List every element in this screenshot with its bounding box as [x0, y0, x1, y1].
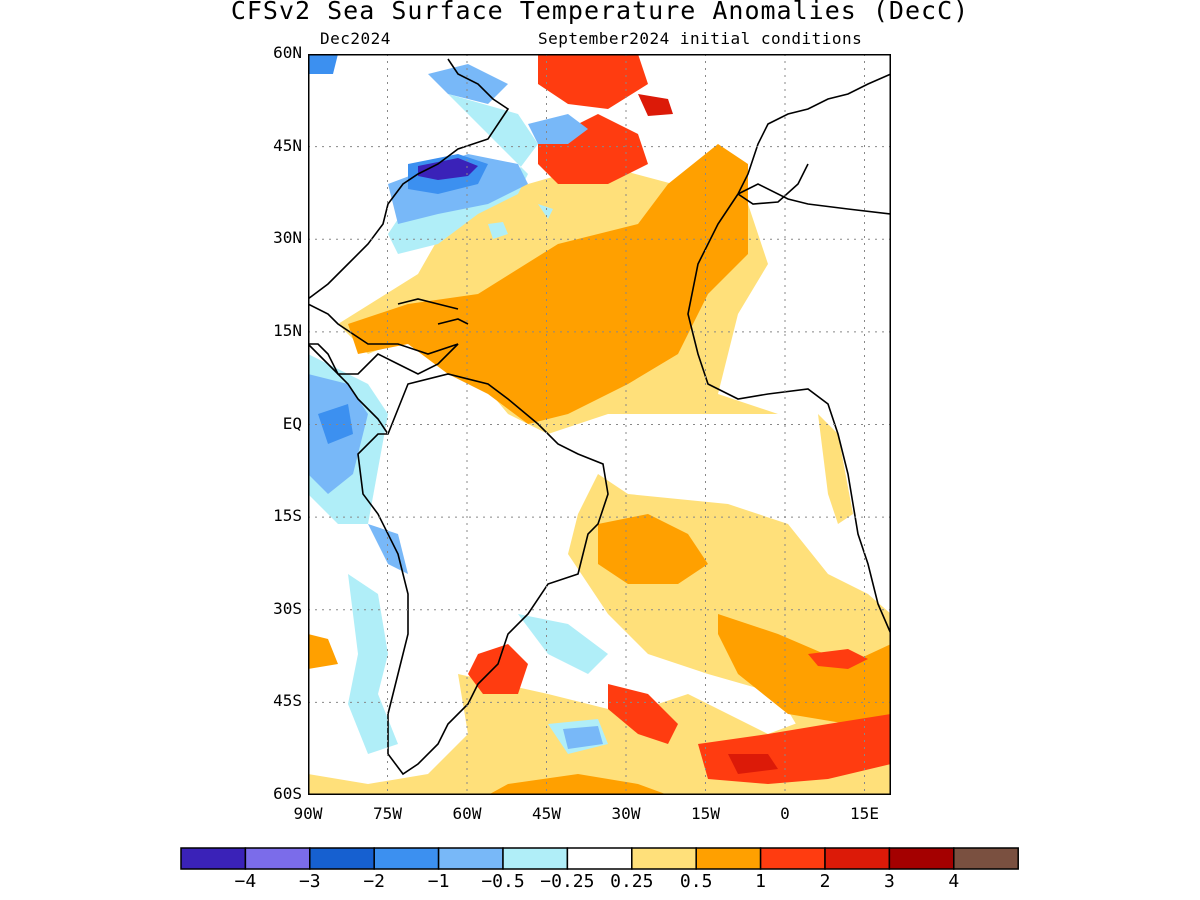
color-scale-label: 3 — [883, 871, 895, 892]
color-scale-label: −1 — [427, 871, 450, 892]
gulf-of-mexico-coast — [308, 303, 459, 375]
color-scale-label: 1 — [755, 871, 767, 892]
forecast-month: Dec2024 — [320, 29, 391, 48]
color-scale-swatch — [759, 847, 826, 870]
south-america-coast — [357, 373, 609, 776]
chart-title: CFSv2 Sea Surface Temperature Anomalies … — [230, 0, 970, 25]
lat-tick-label: 60N — [273, 43, 302, 62]
lat-tick-label: 15S — [273, 506, 302, 526]
color-scale-label: 2 — [819, 871, 831, 892]
map-frame — [308, 54, 891, 795]
lat-tick-label: 45S — [273, 691, 302, 711]
lon-tick-label: 45W — [532, 804, 561, 823]
lat-tick-label: EQ — [282, 413, 302, 433]
sst-anomaly-map — [308, 54, 891, 795]
lon-tick-label: 15W — [691, 804, 720, 823]
color-scale-swatch — [373, 847, 440, 870]
color-scale-label: −2 — [363, 871, 386, 892]
color-scale-label: 4 — [948, 871, 960, 892]
color-scale-label: −4 — [234, 871, 257, 892]
color-scale-swatch — [244, 847, 311, 870]
color-scale-label: −0.5 — [481, 871, 525, 892]
color-scale-label: −3 — [298, 871, 321, 892]
color-scale-swatch — [180, 847, 247, 870]
europe-coast — [737, 73, 891, 195]
lat-tick-label: 30S — [273, 598, 302, 618]
color-scale-swatch — [437, 847, 504, 870]
map-gridlines — [308, 54, 891, 795]
caribbean-islands — [397, 298, 469, 325]
anomaly-fill-cool-deep — [418, 158, 478, 180]
color-scale-label: 0.5 — [679, 871, 713, 892]
color-scale-swatch — [309, 847, 375, 870]
central-america-coast — [308, 343, 389, 435]
anomaly-fill-warm-dark — [638, 94, 778, 774]
color-scale-swatch — [566, 847, 633, 870]
color-scale-swatch — [888, 847, 955, 870]
color-scale-swatch — [502, 847, 569, 870]
color-scale-bar — [180, 847, 1019, 870]
color-scale-swatch — [695, 847, 762, 870]
africa-coast — [687, 183, 891, 635]
lat-tick-label: 60S — [273, 784, 302, 803]
color-scale-swatch — [953, 847, 1019, 870]
continent-outlines — [308, 58, 891, 776]
color-scale-swatch — [824, 847, 891, 870]
lon-tick-label: 30W — [611, 804, 641, 823]
iberia-coast — [737, 163, 809, 205]
lon-tick-label: 0 — [780, 804, 790, 823]
lon-tick-label: 60W — [452, 804, 482, 823]
initial-conditions: September2024 initial conditions — [538, 29, 863, 48]
lat-tick-label: 45N — [273, 135, 302, 155]
lon-tick-label: 15E — [850, 804, 879, 823]
color-scale-label: 0.25 — [610, 871, 654, 892]
color-scale-swatch — [631, 847, 697, 870]
north-america-coast — [308, 58, 510, 300]
color-scale-label: −0.25 — [540, 871, 595, 892]
lat-tick-label: 15N — [273, 320, 302, 340]
lon-tick-label: 75W — [373, 804, 402, 823]
lon-tick-label: 90W — [293, 804, 323, 823]
lat-tick-label: 30N — [273, 228, 302, 248]
